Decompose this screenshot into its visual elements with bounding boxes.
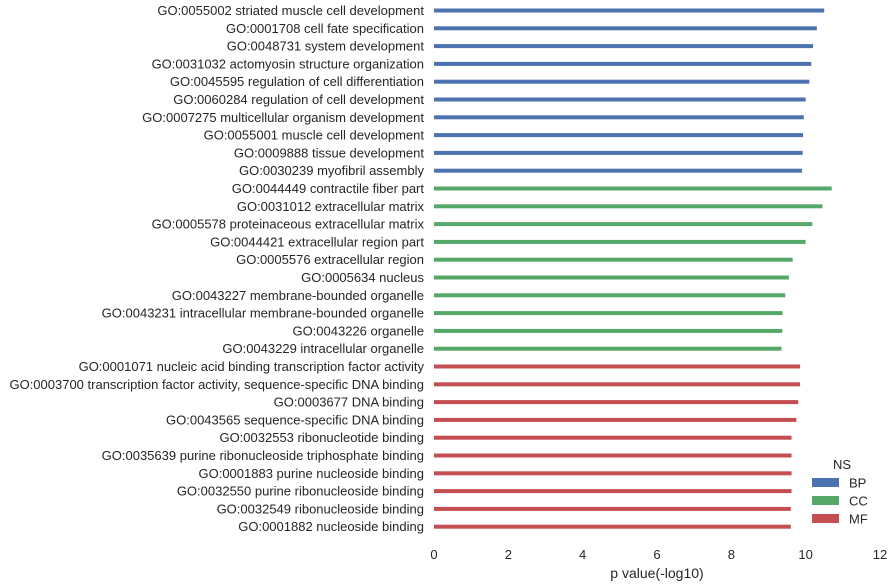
x-tick-label: 10 xyxy=(798,547,812,562)
bar-mf xyxy=(434,364,801,369)
bar-cc xyxy=(434,275,789,280)
bar-bp xyxy=(434,115,804,120)
category-label: GO:0001071 nucleic acid binding transcri… xyxy=(79,359,425,374)
legend-label-cc: CC xyxy=(849,494,868,509)
bars-layer xyxy=(434,8,832,529)
category-label: GO:0044421 extracellular region part xyxy=(210,234,424,249)
category-label: GO:0045595 regulation of cell differenti… xyxy=(170,74,424,89)
category-label: GO:0005634 nucleus xyxy=(301,270,424,285)
bar-bp xyxy=(434,168,802,173)
bar-mf xyxy=(434,417,797,422)
x-tick-label: 4 xyxy=(579,547,586,562)
category-label: GO:0003700 transcription factor activity… xyxy=(9,377,424,392)
bar-cc xyxy=(434,257,793,262)
category-label: GO:0007275 multicellular organism develo… xyxy=(142,110,424,125)
legend-label-mf: MF xyxy=(849,512,868,527)
legend-swatch-cc xyxy=(812,496,839,505)
bar-bp xyxy=(434,150,803,155)
category-label: GO:0001708 cell fate specification xyxy=(226,21,424,36)
category-label: GO:0035639 purine ribonucleoside triphos… xyxy=(102,448,424,463)
bar-cc xyxy=(434,239,806,244)
category-label: GO:0055001 muscle cell development xyxy=(204,128,425,143)
category-label: GO:0032553 ribonucleotide binding xyxy=(219,430,424,445)
category-label: GO:0032550 purine ribonucleoside binding xyxy=(177,484,424,499)
category-label: GO:0031012 extracellular matrix xyxy=(237,199,425,214)
bar-cc xyxy=(434,293,786,298)
bar-bp xyxy=(434,133,804,138)
legend: NS BP CC MF xyxy=(812,457,868,527)
bar-mf xyxy=(434,489,792,494)
bar-cc xyxy=(434,222,813,227)
category-labels: GO:0055002 striated muscle cell developm… xyxy=(9,3,424,534)
bar-cc xyxy=(434,346,782,351)
bar-mf xyxy=(434,453,792,458)
bar-mf xyxy=(434,435,792,440)
bar-mf xyxy=(434,400,799,405)
category-label: GO:0005578 proteinaceous extracellular m… xyxy=(152,217,425,232)
category-label: GO:0001882 nucleoside binding xyxy=(238,519,424,534)
category-label: GO:0005576 extracellular region xyxy=(236,252,424,267)
x-tick-label: 6 xyxy=(653,547,660,562)
bar-mf xyxy=(434,471,792,476)
category-label: GO:0032549 ribonucleoside binding xyxy=(217,501,424,516)
category-label: GO:0003677 DNA binding xyxy=(274,395,424,410)
category-label: GO:0001883 purine nucleoside binding xyxy=(198,466,424,481)
bar-mf xyxy=(434,382,801,387)
category-label: GO:0009888 tissue development xyxy=(234,145,424,160)
category-label: GO:0043565 sequence-specific DNA binding xyxy=(166,412,424,427)
legend-swatch-mf xyxy=(812,514,839,523)
category-label: GO:0031032 actomyosin structure organiza… xyxy=(152,56,424,71)
category-label: GO:0043227 membrane-bounded organelle xyxy=(172,288,424,303)
bar-mf xyxy=(434,506,791,511)
category-label: GO:0043231 intracellular membrane-bounde… xyxy=(102,306,424,321)
bar-cc xyxy=(434,311,783,316)
bar-mf xyxy=(434,524,791,529)
x-tick-label: 12 xyxy=(873,547,887,562)
bar-bp xyxy=(434,61,812,66)
x-axis-title: p value(-log10) xyxy=(610,565,703,581)
bar-bp xyxy=(434,97,806,102)
category-label: GO:0043229 intracellular organelle xyxy=(222,341,424,356)
bar-cc xyxy=(434,328,783,333)
legend-label-bp: BP xyxy=(849,476,866,491)
x-axis: 0 2 4 6 8 10 12 xyxy=(430,547,887,562)
bar-bp xyxy=(434,79,810,84)
category-label: GO:0043226 organelle xyxy=(292,323,424,338)
bar-bp xyxy=(434,8,825,13)
x-tick-label: 2 xyxy=(505,547,512,562)
category-label: GO:0044449 contractile fiber part xyxy=(232,181,425,196)
category-label: GO:0055002 striated muscle cell developm… xyxy=(157,3,424,18)
bar-cc xyxy=(434,186,832,191)
bar-bp xyxy=(434,26,817,31)
legend-swatch-bp xyxy=(812,478,839,487)
category-label: GO:0048731 system development xyxy=(227,39,425,54)
bar-bp xyxy=(434,44,814,49)
x-tick-label: 0 xyxy=(430,547,437,562)
category-label: GO:0030239 myofibril assembly xyxy=(239,163,424,178)
category-label: GO:0060284 regulation of cell developmen… xyxy=(173,92,424,107)
x-tick-label: 8 xyxy=(728,547,735,562)
bar-cc xyxy=(434,204,823,209)
legend-title: NS xyxy=(833,457,851,472)
